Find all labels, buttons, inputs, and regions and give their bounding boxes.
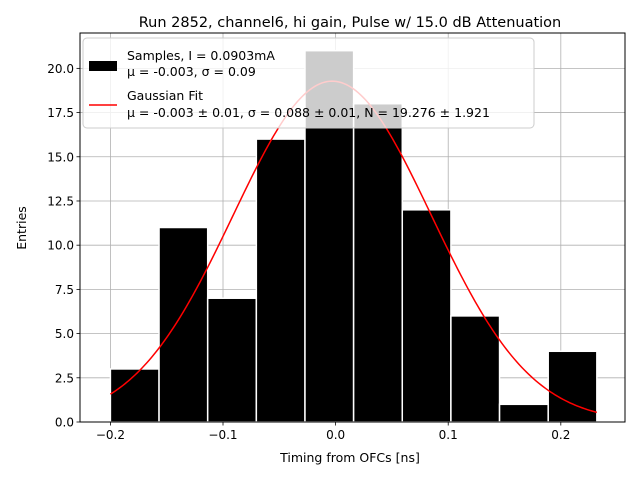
- histogram-bar: [450, 315, 501, 423]
- y-tick-label: 2.5: [55, 371, 74, 385]
- histogram-bar: [352, 102, 404, 423]
- legend: Samples, I = 0.0903mA μ = -0.003, σ = 0.…: [82, 37, 535, 129]
- y-tick-label: 20.0: [47, 62, 74, 76]
- histogram-bar: [158, 226, 209, 423]
- histogram-bar: [109, 368, 160, 423]
- legend-box: [82, 37, 535, 129]
- x-tick-label: 0.2: [551, 428, 570, 442]
- y-tick-label: 7.5: [55, 283, 74, 297]
- y-tick-label: 10.0: [47, 239, 74, 253]
- y-tick-label: 5.0: [55, 327, 74, 341]
- histogram-bar: [255, 138, 306, 423]
- y-tick-label: 15.0: [47, 150, 74, 164]
- histogram-bar: [401, 209, 452, 423]
- histogram-bar: [206, 297, 258, 423]
- x-tick-label: −0.1: [208, 428, 237, 442]
- x-tick-label: −0.2: [96, 428, 125, 442]
- x-tick-label: 0.0: [326, 428, 345, 442]
- x-tick-label: 0.1: [439, 428, 458, 442]
- y-tick-label: 17.5: [47, 106, 74, 120]
- legend-fit-label: Gaussian Fit: [127, 88, 203, 103]
- legend-samples-stats: μ = -0.003, σ = 0.09: [127, 64, 256, 79]
- legend-samples-label: Samples, I = 0.0903mA: [127, 48, 275, 63]
- legend-samples-swatch: [89, 61, 117, 71]
- legend-fit-stats: μ = -0.003 ± 0.01, σ = 0.088 ± 0.01, N =…: [127, 105, 490, 120]
- x-axis-label: Timing from OFCs [ns]: [279, 450, 420, 465]
- chart-title: Run 2852, channel6, hi gain, Pulse w/ 15…: [139, 15, 562, 31]
- y-tick-label: 12.5: [47, 194, 74, 208]
- histogram-bar: [498, 403, 549, 423]
- y-tick-label: 0.0: [55, 416, 74, 430]
- histogram-bar: [547, 350, 598, 423]
- x-axis-ticks: −0.2 −0.1 0.0 0.1 0.2: [96, 422, 570, 442]
- y-axis-label: Entries: [14, 206, 29, 250]
- y-axis-ticks: 0.0 2.5 5.0 7.5 10.0 12.5 15.0 17.5 20.0: [47, 62, 80, 430]
- plot-frame: [79, 32, 626, 423]
